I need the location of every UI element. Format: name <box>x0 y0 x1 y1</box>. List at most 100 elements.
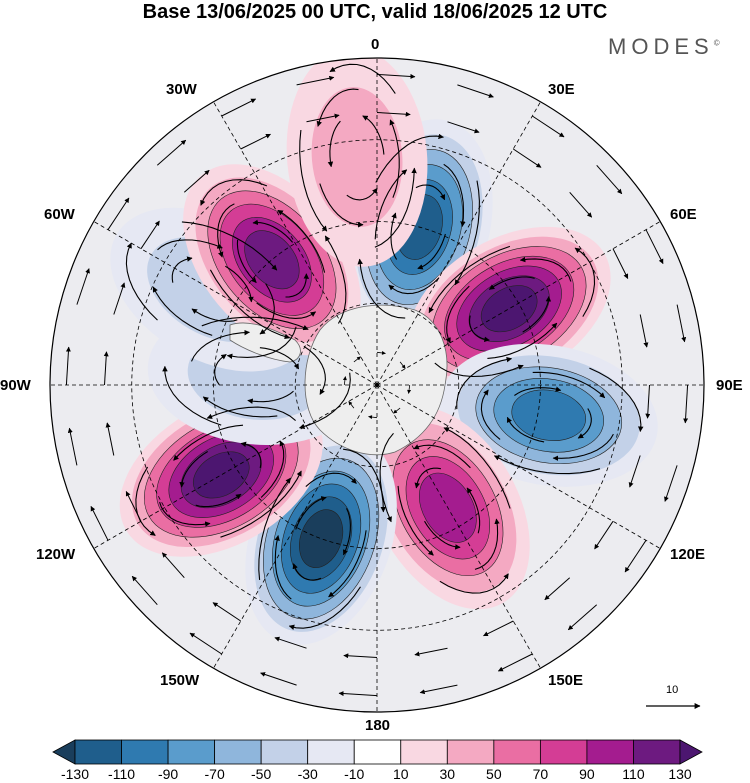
streamline <box>596 164 623 195</box>
streamline <box>399 361 406 369</box>
streamline <box>388 277 440 295</box>
streamline <box>305 472 357 488</box>
streamline <box>274 636 307 649</box>
streamline <box>226 326 297 360</box>
streamline <box>299 129 328 232</box>
streamline <box>506 416 545 443</box>
streamline <box>161 552 185 579</box>
streamline <box>428 245 511 314</box>
colorbar-tick-label: -10 <box>344 766 365 782</box>
latitude-circle <box>294 302 460 468</box>
streamline <box>379 432 394 523</box>
lon-label-0: 0 <box>371 36 380 53</box>
streamline <box>414 647 448 657</box>
streamline <box>645 229 664 265</box>
lat-lon-grid <box>50 58 704 712</box>
streamline <box>179 451 208 488</box>
colorbar-tick-label: -90 <box>157 766 179 782</box>
streamline <box>574 247 596 317</box>
streamline <box>329 63 396 94</box>
streamline <box>338 691 378 697</box>
streamline <box>415 184 446 201</box>
streamline <box>469 315 490 343</box>
streamline <box>256 302 317 319</box>
lon-label-60e: 60E <box>670 206 697 223</box>
lon-label-60w: 60W <box>44 206 75 223</box>
streamline <box>493 455 601 475</box>
map-disc-outline <box>49 57 705 713</box>
wind-streamlines <box>65 63 689 697</box>
vector-scale-label: 10 <box>666 684 679 696</box>
streamline <box>353 356 361 363</box>
streamline <box>252 219 294 243</box>
brand-mark: © <box>713 38 720 48</box>
streamline <box>206 406 296 422</box>
streamline <box>292 563 322 581</box>
streamline <box>567 604 598 631</box>
streamline <box>393 407 401 414</box>
streamline <box>419 684 458 695</box>
streamline <box>346 187 378 201</box>
latitude-circle <box>131 139 623 631</box>
pole-marker <box>375 383 379 387</box>
brand-text: MODES <box>608 34 714 59</box>
streamline <box>65 346 71 386</box>
streamline <box>348 401 355 409</box>
streamline <box>443 427 511 509</box>
streamline <box>407 384 412 394</box>
streamline <box>357 258 406 319</box>
map-title: Base 13/06/2025 00 UTC, valid 18/06/2025… <box>142 1 608 23</box>
streamline <box>212 602 241 622</box>
lon-label-120e: 120E <box>670 546 706 563</box>
streamline <box>191 308 238 322</box>
streamline <box>683 384 689 424</box>
colorbar-tick-label: -50 <box>251 766 272 782</box>
streamline <box>514 386 562 396</box>
streamline <box>327 120 341 168</box>
streamline <box>140 220 160 249</box>
streamline <box>413 444 471 469</box>
streamline <box>295 496 327 530</box>
streamline <box>319 183 364 228</box>
streamline <box>173 424 244 461</box>
streamline <box>577 408 592 439</box>
colorbar-tick-label: -70 <box>204 766 225 782</box>
streamline <box>296 75 335 86</box>
streamline <box>397 485 434 556</box>
streamline <box>589 367 644 432</box>
streamline <box>202 396 278 418</box>
streamline <box>676 304 687 343</box>
streamline <box>220 470 302 538</box>
streamline <box>125 242 158 321</box>
streamline <box>156 139 187 166</box>
streamline <box>103 351 109 386</box>
anomaly-contour <box>511 389 587 441</box>
meridian-line <box>213 384 378 669</box>
streamline <box>474 518 500 570</box>
streamline <box>414 467 441 489</box>
anomaly-contour <box>299 509 344 568</box>
streamline <box>645 384 651 419</box>
streamline <box>277 209 326 273</box>
lon-label-30w: 30W <box>166 81 197 98</box>
lon-label-120w: 120W <box>36 546 76 563</box>
latitude-circle <box>213 221 541 549</box>
streamline <box>443 163 466 227</box>
streamline <box>316 88 359 127</box>
streamline <box>285 273 310 298</box>
streamline <box>374 167 417 248</box>
streamline <box>225 265 254 303</box>
streamline <box>181 221 278 271</box>
streamline <box>259 347 300 370</box>
streamline <box>552 433 614 461</box>
streamline <box>445 285 470 344</box>
streamline <box>456 356 513 410</box>
streamline <box>343 653 378 659</box>
colorbar-tick-label: -30 <box>297 766 318 782</box>
streamline <box>90 505 109 541</box>
streamline <box>240 133 271 150</box>
streamline <box>113 282 126 315</box>
streamline <box>483 620 514 637</box>
streamline <box>434 362 524 378</box>
